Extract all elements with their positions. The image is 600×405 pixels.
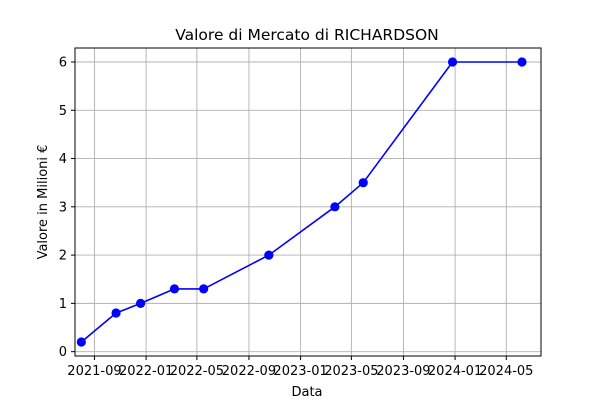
y-tick-label: 1 (59, 297, 67, 312)
data-point (76, 337, 86, 347)
x-tick-label: 2022-09 (222, 364, 276, 379)
y-tick-label: 3 (59, 200, 67, 215)
data-point (169, 284, 180, 294)
y-tick-label: 0 (59, 345, 67, 360)
y-tick-label: 5 (59, 104, 67, 119)
y-tick-label: 2 (59, 249, 67, 264)
data-point (199, 284, 209, 294)
data-point (358, 178, 368, 188)
y-tick-label: 6 (59, 56, 67, 71)
x-tick-label: 2023-09 (376, 364, 430, 379)
series-layer (76, 57, 527, 347)
y-axis-label: Valore in Milioni € (36, 145, 51, 260)
chart-title: Valore di Mercato di RICHARDSON (175, 26, 439, 44)
data-point (264, 250, 274, 260)
x-tick-label: 2023-01 (273, 364, 327, 379)
data-point (517, 57, 527, 67)
x-tick-label: 2021-09 (67, 364, 121, 379)
series-line (80, 61, 522, 343)
data-point (136, 298, 146, 308)
x-axis: 2021-092022-012022-052022-092023-012023-… (67, 356, 533, 379)
x-axis-label: Data (291, 385, 322, 400)
data-point (330, 202, 340, 212)
plot-frame (74, 47, 542, 357)
x-tick-label: 2022-05 (170, 364, 224, 379)
x-tick-label: 2024-05 (479, 364, 533, 379)
data-point (447, 57, 458, 67)
y-axis: 0 1 2 3 4 5 6 (59, 56, 75, 360)
x-tick-label: 2022-01 (119, 364, 173, 379)
y-tick-label: 4 (59, 152, 67, 167)
data-point (111, 308, 121, 318)
grid (75, 48, 541, 356)
x-tick-label: 2024-01 (428, 364, 482, 379)
x-tick-label: 2023-05 (324, 364, 378, 379)
